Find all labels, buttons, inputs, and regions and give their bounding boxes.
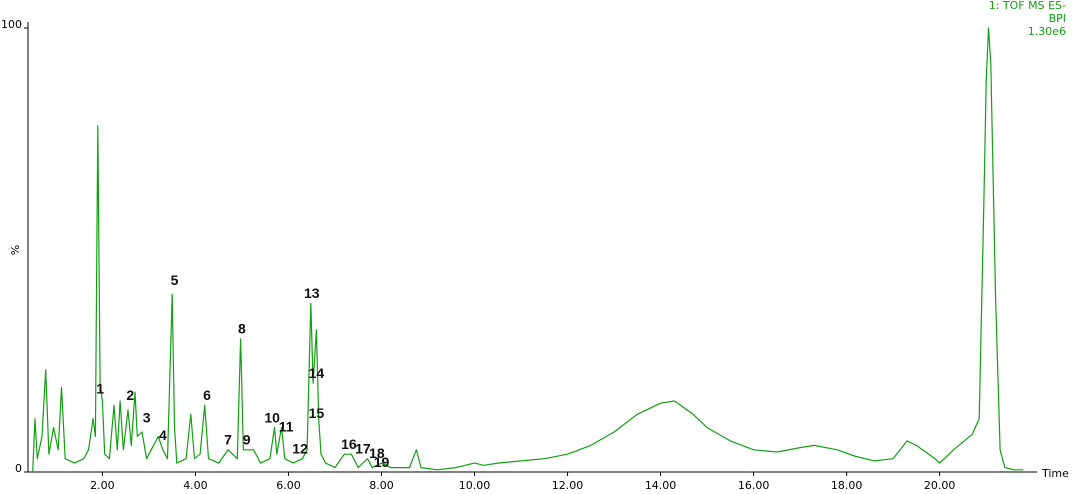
peak-label: 1 xyxy=(96,381,104,397)
x-tick-label: 14.00 xyxy=(645,479,677,492)
peak-label: 4 xyxy=(159,427,167,443)
peak-label: 6 xyxy=(203,387,211,403)
info-line: 1: TOF MS ES- xyxy=(989,0,1066,12)
peak-label: 19 xyxy=(374,454,390,470)
peak-label: 17 xyxy=(355,441,371,457)
peak-label: 11 xyxy=(279,418,294,434)
x-tick-label: 4.00 xyxy=(183,479,208,492)
x-tick-label: 8.00 xyxy=(369,479,394,492)
peak-label: 3 xyxy=(143,409,151,425)
x-tick-label: 18.00 xyxy=(831,479,863,492)
x-tick-label: 10.00 xyxy=(459,479,491,492)
peak-label: 16 xyxy=(341,436,357,452)
y-tick-label: 0 xyxy=(15,462,22,475)
y-axis-label: % xyxy=(9,245,22,255)
peak-label: 18 xyxy=(369,445,385,461)
peak-label: 9 xyxy=(243,432,251,448)
x-tick-label: 16.00 xyxy=(738,479,770,492)
peak-label: 7 xyxy=(224,432,232,448)
peak-label: 12 xyxy=(292,441,308,457)
peak-label: 10 xyxy=(264,409,280,425)
trace xyxy=(32,27,1024,473)
y-tick-label: 100 xyxy=(1,18,22,31)
peak-label: 13 xyxy=(304,285,320,301)
x-tick-label: 20.00 xyxy=(924,479,956,492)
peak-label: 15 xyxy=(309,405,325,421)
x-tick-label: 2.00 xyxy=(90,479,115,492)
peak-label: 2 xyxy=(126,387,134,403)
peak-label: 8 xyxy=(238,321,246,337)
info-line: BPI xyxy=(1049,12,1066,25)
x-tick-label: 6.00 xyxy=(276,479,301,492)
info-line: 1.30e6 xyxy=(1028,25,1066,38)
x-tick-label: 12.00 xyxy=(552,479,584,492)
x-axis-label: Time xyxy=(1041,467,1069,480)
peak-label: 14 xyxy=(309,365,325,381)
peak-label: 5 xyxy=(171,272,179,288)
